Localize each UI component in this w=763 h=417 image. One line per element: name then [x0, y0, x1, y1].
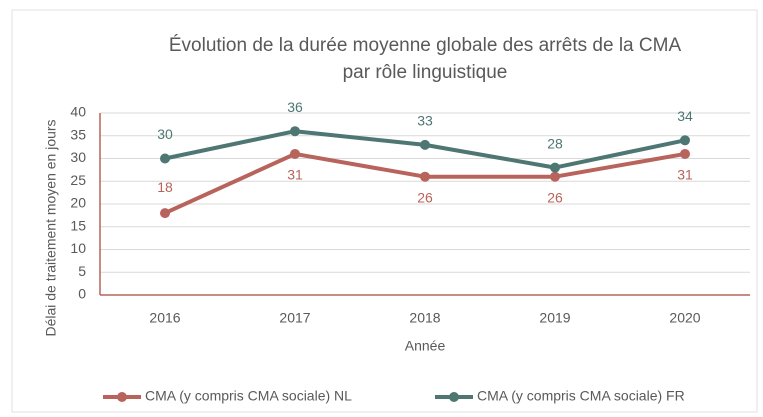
x-tick-label: 2018: [409, 310, 440, 326]
y-axis-label: Délai de traitement moyen en jours: [43, 119, 59, 336]
data-point: [290, 126, 300, 137]
data-label: 34: [677, 108, 693, 124]
data-label: 28: [547, 135, 563, 151]
data-point: [160, 208, 170, 219]
data-point: [420, 171, 430, 182]
data-label: 31: [677, 167, 693, 183]
data-point: [290, 148, 300, 159]
data-label: 18: [157, 179, 173, 195]
chart-title: Évolution de la durée moyenne globale de…: [169, 35, 682, 56]
data-point: [550, 171, 560, 182]
x-tick-label: 2016: [149, 310, 180, 326]
x-tick-label: 2017: [279, 310, 310, 326]
legend-label: CMA (y compris CMA sociale) NL: [145, 388, 352, 404]
legend-marker: [449, 392, 459, 402]
chart-title: par rôle linguistique: [343, 62, 508, 83]
data-label: 33: [417, 113, 433, 129]
y-tick-label: 15: [70, 217, 86, 233]
data-point: [550, 162, 560, 173]
x-tick-label: 2019: [539, 310, 570, 326]
legend-label: CMA (y compris CMA sociale) FR: [477, 388, 685, 404]
data-point: [680, 135, 690, 146]
y-tick-label: 0: [78, 286, 86, 302]
y-tick-label: 30: [70, 149, 86, 165]
y-tick-label: 10: [70, 240, 86, 256]
data-label: 30: [157, 126, 173, 142]
data-point: [420, 139, 430, 150]
y-tick-label: 5: [78, 263, 86, 279]
legend-marker: [117, 392, 127, 402]
y-tick-label: 35: [70, 126, 86, 142]
data-label: 26: [547, 189, 563, 205]
data-point: [160, 153, 170, 164]
data-point: [680, 148, 690, 159]
data-label: 36: [287, 99, 303, 115]
data-label: 31: [287, 167, 303, 183]
y-tick-label: 25: [70, 172, 86, 188]
y-tick-label: 20: [70, 195, 86, 211]
x-tick-label: 2020: [669, 310, 700, 326]
x-axis-label: Année: [405, 338, 446, 354]
chart-frame: [11, 9, 758, 413]
y-tick-label: 40: [70, 104, 86, 120]
data-label: 26: [417, 189, 433, 205]
